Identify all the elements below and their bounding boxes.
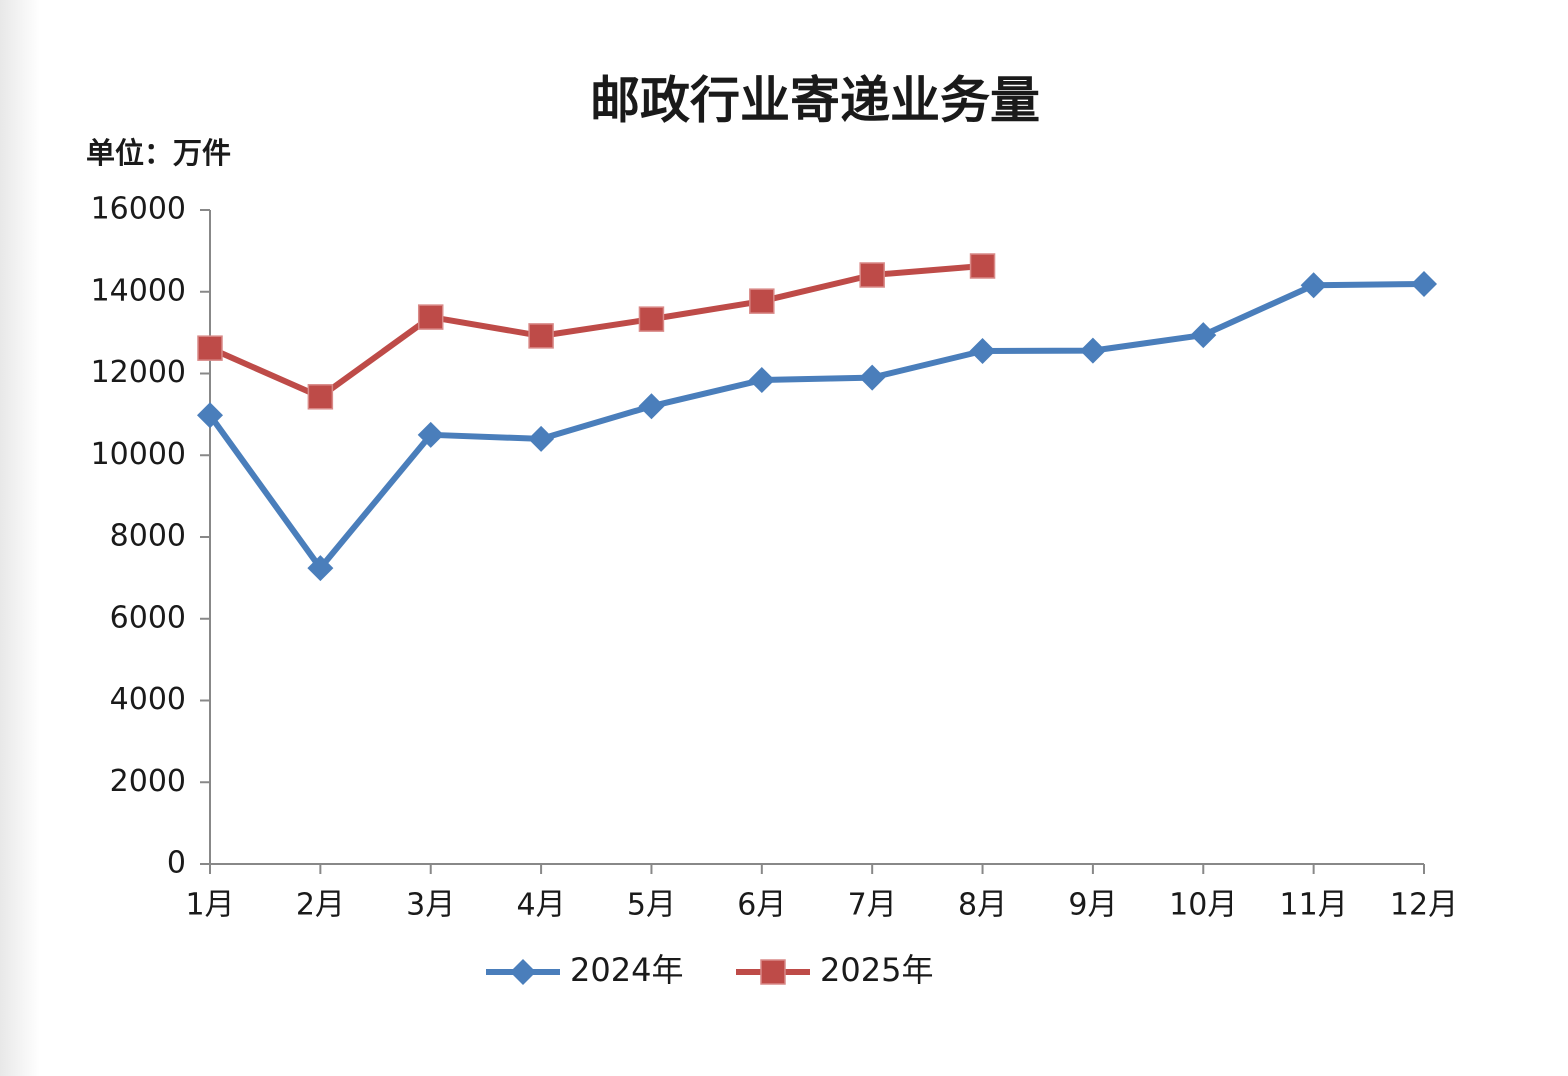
data-point: [1411, 270, 1437, 297]
x-tick-label: 11月: [1280, 888, 1348, 923]
data-point: [417, 304, 444, 330]
series-line: [208, 263, 983, 400]
data-point: [748, 367, 775, 394]
x-tick-label: 12月: [1390, 888, 1458, 923]
y-tick-label: 14000: [91, 273, 186, 308]
series-line: [207, 280, 1425, 572]
y-tick-label: 6000: [110, 600, 186, 635]
data-point: [1300, 272, 1327, 299]
legend-label: 2024年: [570, 951, 683, 989]
x-tick-label: 4月: [517, 888, 566, 923]
data-point: [969, 338, 996, 365]
data-point: [749, 288, 775, 314]
y-tick-label: 12000: [91, 355, 186, 390]
data-point: [307, 384, 334, 410]
data-point: [528, 323, 554, 349]
y-tick-label: 8000: [110, 519, 186, 554]
y-tick-label: 10000: [91, 437, 186, 472]
x-tick-label: 5月: [627, 888, 676, 923]
data-point: [197, 402, 223, 429]
y-tick-label: 16000: [91, 192, 186, 227]
x-tick-label: 1月: [185, 888, 234, 923]
data-point: [638, 393, 665, 420]
x-tick-label: 3月: [406, 888, 455, 923]
data-point: [638, 306, 665, 332]
data-point: [528, 425, 555, 452]
data-point: [197, 335, 223, 361]
legend-label: 2025年: [820, 951, 933, 989]
x-tick-label: 2月: [296, 888, 345, 923]
legend-marker: [760, 959, 786, 985]
x-tick-label: 6月: [737, 888, 786, 923]
data-point: [859, 262, 885, 288]
edge-shade: [0, 0, 40, 1076]
data-point: [1079, 337, 1106, 364]
y-tick-label: 4000: [110, 682, 186, 717]
x-tick-label: 7月: [848, 888, 897, 923]
legend-marker: [510, 959, 536, 985]
data-point: [1190, 322, 1217, 349]
data-point: [969, 253, 996, 279]
data-point: [859, 364, 886, 391]
x-tick-label: 10月: [1169, 888, 1237, 923]
chart-title: 邮政行业寄递业务量: [590, 72, 1040, 130]
x-tick-label: 8月: [958, 888, 1007, 923]
unit-label: 单位：万件: [86, 136, 231, 170]
data-point: [417, 421, 444, 448]
x-tick-label: 9月: [1068, 888, 1117, 923]
data-point: [307, 555, 334, 582]
y-tick-label: 2000: [110, 764, 186, 799]
y-tick-label: 0: [167, 846, 186, 881]
